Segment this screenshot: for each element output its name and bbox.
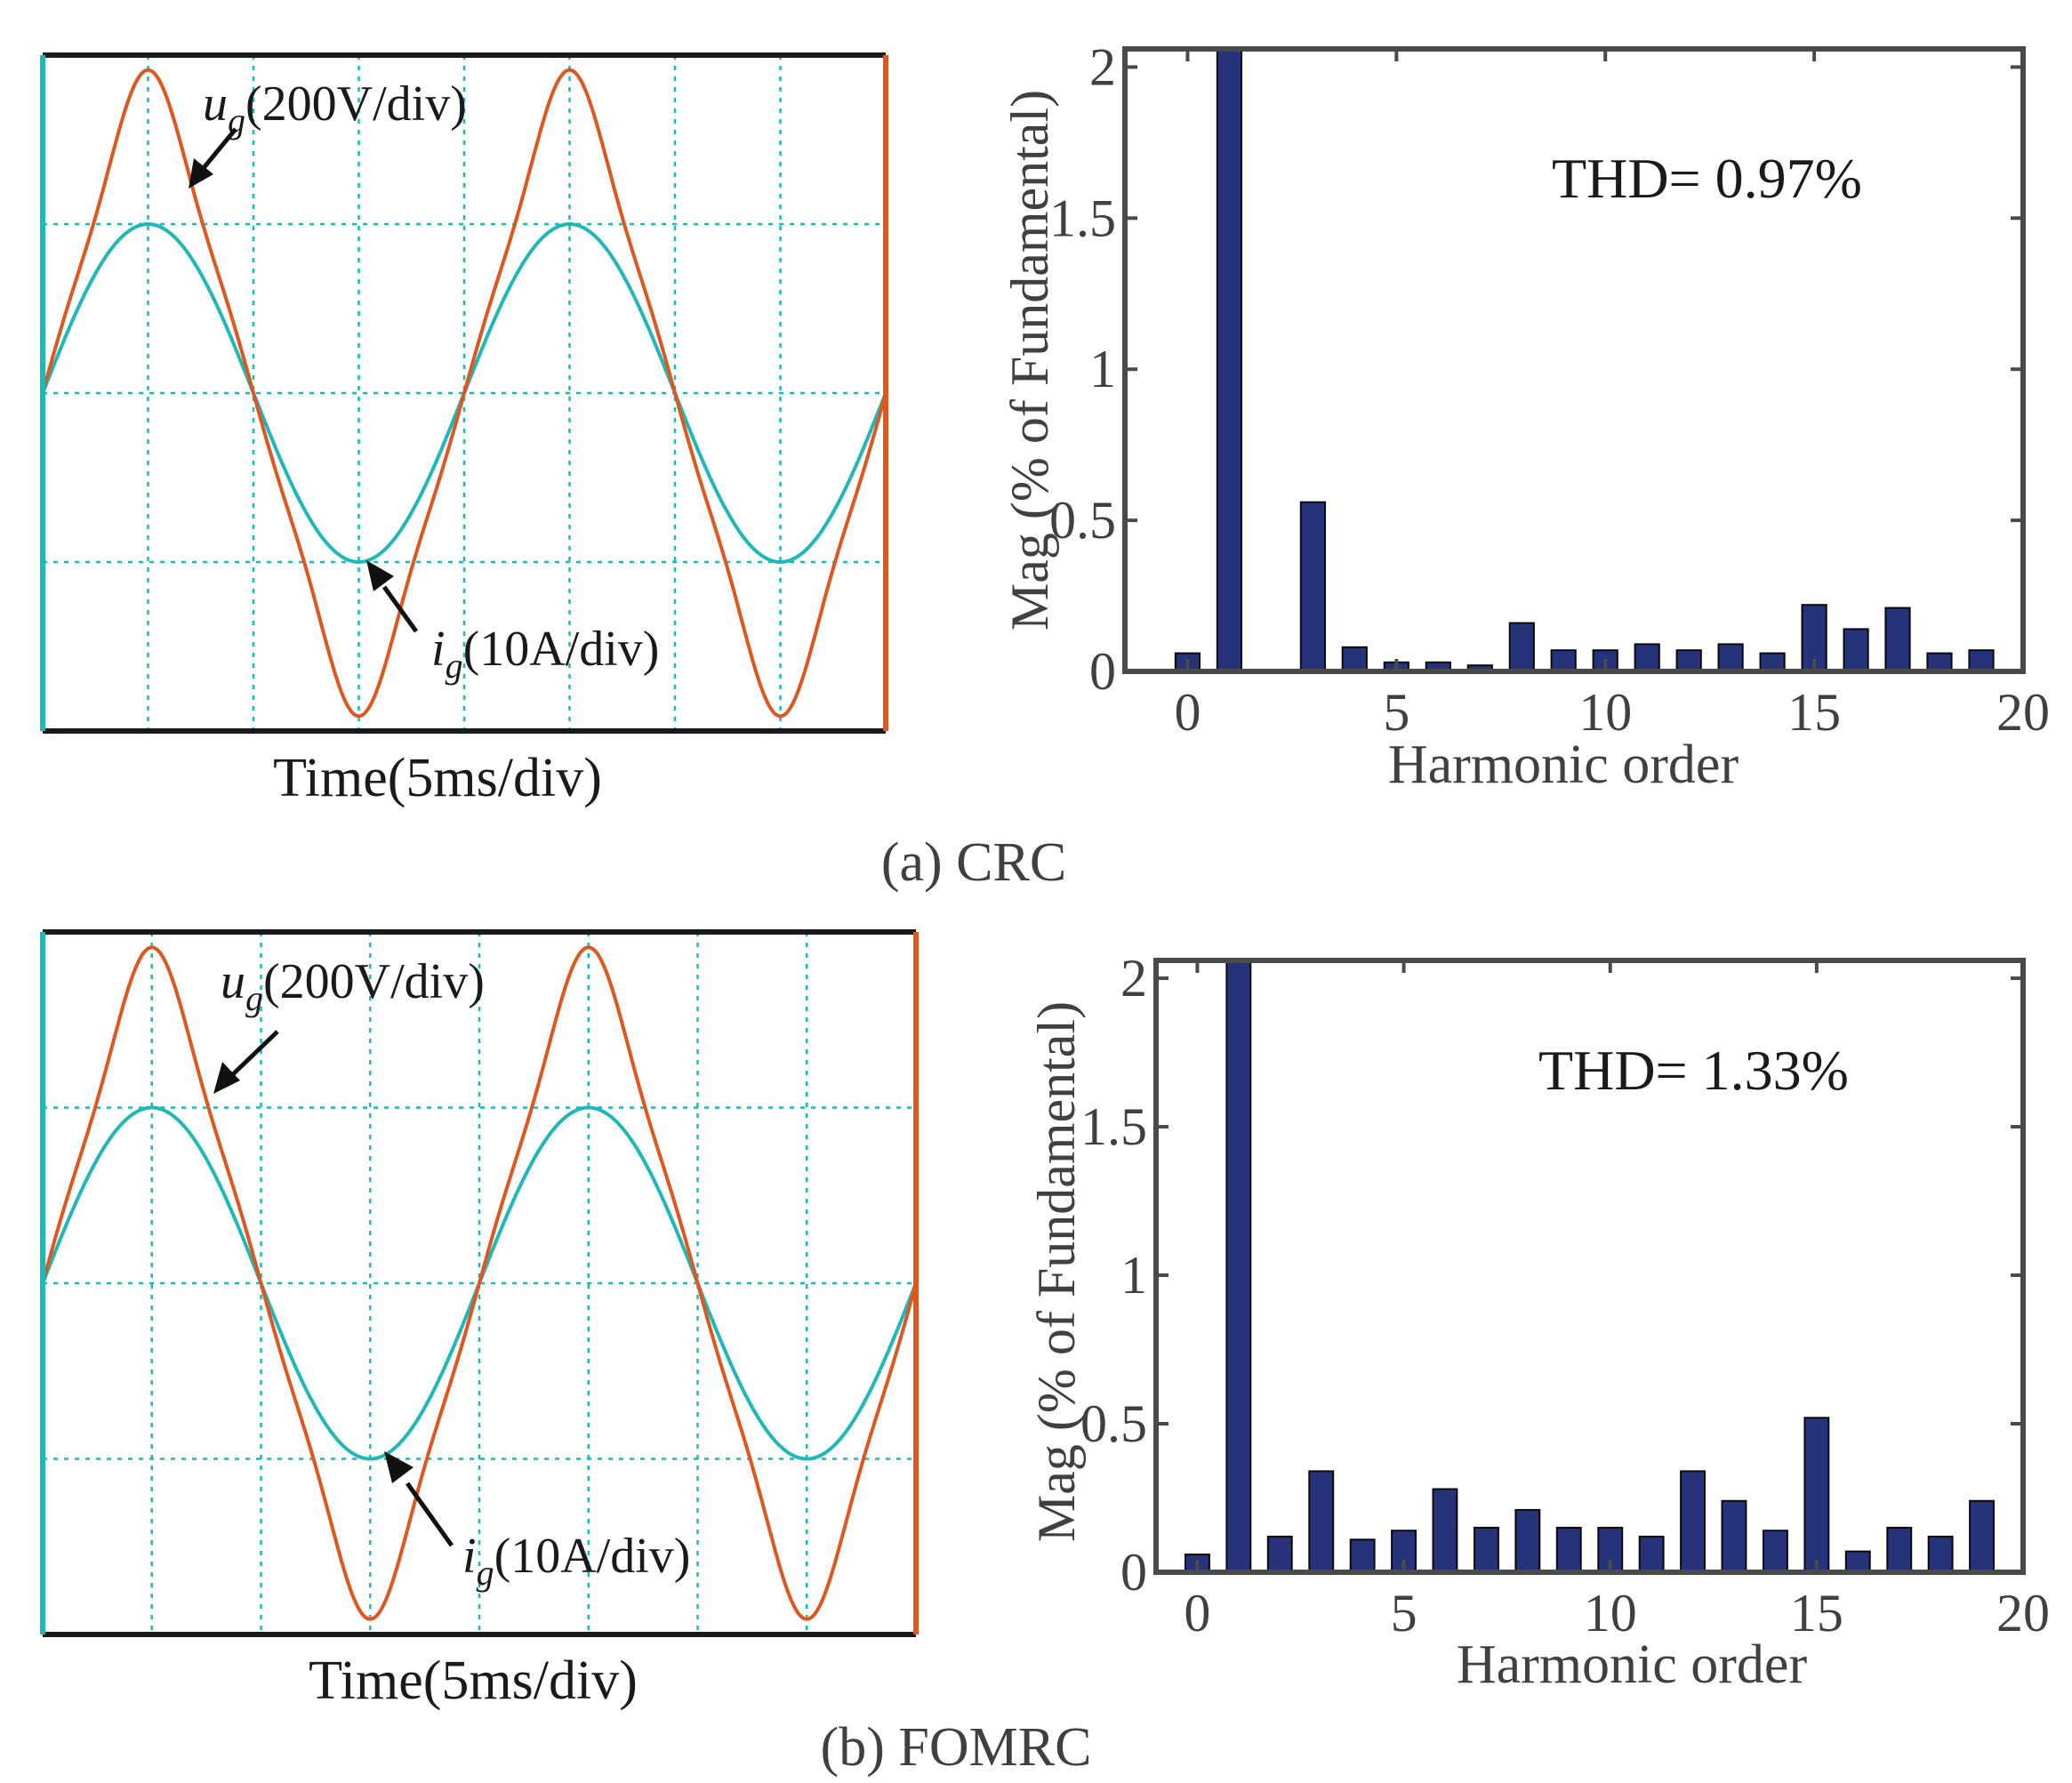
- x-tick-label: 0: [1174, 683, 1201, 742]
- harmonic-bar: [1803, 1417, 1830, 1574]
- harmonic-bar: [1634, 643, 1660, 673]
- x-tick-label: 20: [1996, 1584, 2050, 1642]
- harmonic-bar: [1555, 1526, 1582, 1574]
- harmonic-bar: [1638, 1535, 1665, 1574]
- y-tick-label: 1: [1120, 1246, 1147, 1305]
- harmonic-bar: [1550, 649, 1577, 673]
- waveform-panel-b: ug(200V/div) ig(10A/div) Time(5ms/div): [40, 929, 919, 1711]
- thd-annotation: THD= 0.97%: [1552, 147, 1862, 210]
- y-tick-label: 2: [1120, 949, 1147, 1008]
- x-tick-label: 0: [1184, 1584, 1210, 1642]
- x-tick-label: 10: [1584, 1584, 1637, 1642]
- voltage-arrow: [189, 127, 237, 189]
- thd-annotation: THD= 1.33%: [1538, 1039, 1849, 1102]
- voltage-trace: [41, 945, 918, 1621]
- harmonic-bar: [1759, 652, 1786, 672]
- current-arrow: [366, 560, 419, 633]
- x-tick-label: 15: [1790, 1584, 1843, 1642]
- harmonic-bar: [1349, 1538, 1376, 1574]
- y-tick-label: 1.5: [1049, 189, 1116, 247]
- y-tick-label: 0.5: [1080, 1394, 1147, 1453]
- harmonic-bar: [1508, 622, 1535, 672]
- y-tick-label: 2: [1089, 37, 1116, 96]
- harmonic-bar: [1886, 1526, 1913, 1574]
- harmonic-bar: [1927, 1535, 1954, 1574]
- x-tick-label: 5: [1391, 1584, 1417, 1642]
- y-tick-label: 1: [1089, 340, 1116, 398]
- harmonic-bar: [1680, 1470, 1706, 1574]
- spectrum-panel-a: 0 5 10 15 20 0 0.5 1 1.5 2 Mag (% of Fundamental)…: [1000, 37, 2050, 795]
- x-tick-label: 5: [1383, 683, 1409, 742]
- x-axis-label: Harmonic order: [1457, 1634, 1808, 1695]
- waveform-grid: [43, 932, 916, 1634]
- y-tick-label: 0: [1089, 642, 1116, 701]
- y-tick-label: 0: [1120, 1543, 1147, 1602]
- voltage-arrow: [213, 1030, 279, 1094]
- time-axis-label: Time(5ms/div): [273, 748, 602, 808]
- caption-a: (a) CRC: [881, 832, 1066, 893]
- harmonic-bar: [1717, 643, 1744, 673]
- harmonic-bar: [1432, 1488, 1458, 1573]
- harmonic-bar: [1969, 1499, 1996, 1574]
- harmonic-bar: [1721, 1499, 1747, 1574]
- voltage-label: ug(200V/div): [221, 954, 485, 1018]
- voltage-label: ug(200V/div): [203, 76, 467, 141]
- y-axis-label: Mag (% of Fundamental): [1027, 1001, 1086, 1542]
- harmonic-bar: [1843, 628, 1869, 673]
- harmonic-bar: [1341, 646, 1368, 672]
- axis-ticks: 0 5 10 15 20 0 0.5 1 1.5 2: [1080, 949, 2050, 1642]
- axes-box: [1122, 46, 2026, 674]
- harmonic-bar: [1308, 1470, 1335, 1574]
- y-tick-label: 1.5: [1080, 1097, 1147, 1156]
- axis-ticks: 0 5 10 15 20 0 0.5 1 1.5 2: [1049, 37, 2050, 742]
- harmonic-bar: [1216, 48, 1243, 672]
- harmonic-bar: [1884, 606, 1911, 672]
- harmonic-bar: [1514, 1508, 1541, 1574]
- x-tick-label: 10: [1578, 683, 1632, 742]
- harmonic-bar: [1763, 1530, 1788, 1573]
- harmonic-bar: [1926, 652, 1953, 672]
- harmonic-bar: [1675, 649, 1702, 673]
- waveform-panel-a: ug(200V/div) ig(10A/div) Time(5ms/div): [40, 52, 888, 808]
- current-label: ig(10A/div): [431, 622, 659, 686]
- x-tick-label: 20: [1996, 683, 2050, 742]
- harmonic-bars: [1174, 48, 1995, 673]
- harmonic-bar: [1844, 1550, 1871, 1573]
- current-arrow: [384, 1451, 454, 1547]
- harmonic-bar: [1474, 1526, 1499, 1574]
- time-axis-label: Time(5ms/div): [309, 1650, 638, 1711]
- x-tick-label: 15: [1787, 683, 1841, 742]
- axes-box: [1153, 958, 2026, 1575]
- y-axis-label: Mag (% of Fundamental): [1000, 90, 1059, 630]
- harmonic-bar: [1968, 649, 1995, 673]
- waveform-grid: [43, 55, 886, 731]
- voltage-trace: [41, 68, 887, 719]
- y-tick-label: 0.5: [1049, 491, 1116, 550]
- x-axis-label: Harmonic order: [1388, 735, 1739, 795]
- spectrum-panel-b: 0 5 10 15 20 0 0.5 1 1.5 2 Mag (% of Fundamental)…: [1027, 949, 2050, 1695]
- caption-b: (b) FOMRC: [821, 1717, 1092, 1778]
- current-label: ig(10A/div): [462, 1529, 690, 1593]
- harmonic-bar: [1299, 501, 1327, 673]
- harmonic-bars: [1185, 960, 1996, 1574]
- harmonic-bar: [1225, 960, 1252, 1573]
- harmonic-bar: [1266, 1535, 1293, 1574]
